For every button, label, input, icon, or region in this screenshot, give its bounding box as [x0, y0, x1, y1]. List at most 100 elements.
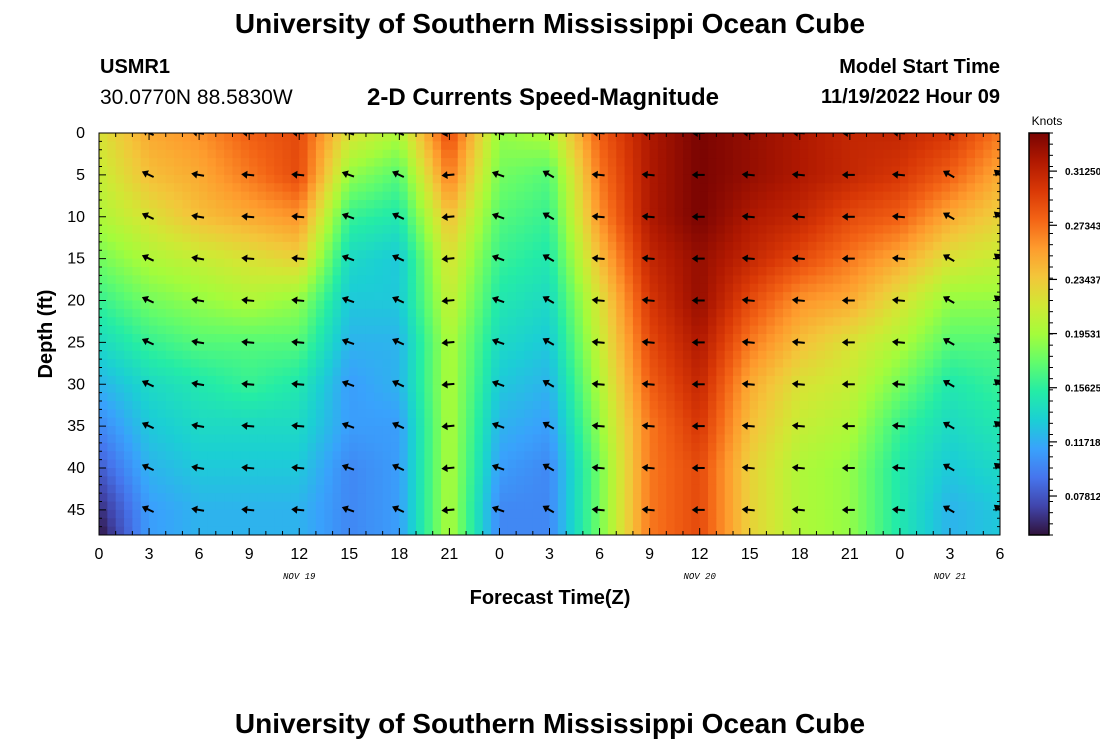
heatmap-cell: [174, 133, 184, 142]
heatmap-cell: [416, 275, 425, 285]
heatmap-cell: [824, 300, 834, 310]
heatmap-cell: [182, 359, 192, 369]
heatmap-cell: [699, 350, 709, 360]
heatmap-cell: [507, 325, 517, 335]
heatmap-cell: [591, 191, 601, 201]
heatmap-cell: [624, 258, 634, 268]
heatmap-cell: [374, 459, 384, 469]
heatmap-cell: [649, 409, 659, 419]
heatmap-cell: [232, 258, 242, 268]
heatmap-cell: [424, 334, 434, 343]
heatmap-cell: [207, 417, 217, 427]
heatmap-cell: [766, 468, 776, 477]
heatmap-cell: [274, 509, 284, 519]
heatmap-cell: [774, 191, 784, 201]
heatmap-cell: [799, 133, 809, 142]
heatmap-cell: [649, 133, 659, 142]
heatmap-cell: [466, 442, 476, 452]
heatmap-cell: [974, 141, 984, 151]
heatmap-cell: [390, 166, 400, 176]
heatmap-cell: [874, 350, 884, 360]
heatmap-cell: [791, 334, 801, 343]
heatmap-cell: [232, 442, 242, 452]
heatmap-cell: [449, 166, 459, 176]
heatmap-cell: [991, 325, 1000, 335]
heatmap-cell: [924, 300, 934, 310]
heatmap-cell: [315, 417, 325, 427]
heatmap-cell: [599, 149, 609, 159]
heatmap-cell: [482, 141, 492, 151]
heatmap-cell: [524, 392, 534, 402]
heatmap-cell: [582, 501, 592, 511]
heatmap-cell: [307, 509, 317, 519]
heatmap-cell: [140, 509, 150, 519]
heatmap-cell: [491, 334, 501, 343]
heatmap-cell: [107, 200, 117, 209]
heatmap-cell: [716, 375, 726, 385]
heatmap-cell: [349, 484, 359, 494]
heatmap-cell: [107, 250, 117, 260]
heatmap-cell: [390, 174, 400, 184]
heatmap-cell: [399, 384, 409, 394]
heatmap-cell: [491, 174, 501, 184]
heatmap-cell: [174, 200, 184, 209]
heatmap-cell: [691, 434, 701, 444]
heatmap-cell: [724, 258, 734, 268]
heatmap-cell: [674, 342, 684, 352]
heatmap-cell: [866, 283, 876, 293]
heatmap-cell: [649, 434, 659, 444]
heatmap-cell: [616, 468, 626, 477]
heatmap-cell: [607, 342, 617, 352]
heatmap-cell: [215, 308, 225, 318]
heatmap-cell: [349, 275, 359, 285]
heatmap-cell: [274, 183, 284, 193]
heatmap-cell: [407, 325, 417, 335]
heatmap-cell: [532, 359, 542, 369]
heatmap-cell: [616, 417, 626, 427]
heatmap-cell: [307, 350, 317, 360]
heatmap-cell: [874, 375, 884, 385]
heatmap-cell: [674, 468, 684, 477]
heatmap-cell: [399, 375, 409, 385]
heatmap-cell: [207, 233, 217, 243]
heatmap-cell: [282, 233, 292, 243]
heatmap-cell: [165, 191, 175, 201]
heatmap-cell: [174, 342, 184, 352]
heatmap-cell: [699, 409, 709, 419]
heatmap-cell: [641, 493, 651, 503]
heatmap-cell: [874, 509, 884, 519]
heatmap-cell: [274, 493, 284, 503]
heatmap-cell: [257, 468, 267, 477]
heatmap-cell: [541, 493, 551, 503]
heatmap-cell: [883, 501, 893, 511]
heatmap-cell: [165, 518, 175, 528]
heatmap-cell: [357, 325, 367, 335]
heatmap-cell: [491, 308, 501, 318]
heatmap-cell: [491, 267, 501, 276]
heatmap-cell: [407, 401, 417, 410]
heatmap-cell: [466, 166, 476, 176]
heatmap-cell: [574, 183, 584, 193]
heatmap-cell: [891, 493, 901, 503]
heatmap-cell: [474, 459, 484, 469]
heatmap-cell: [883, 325, 893, 335]
heatmap-cell: [949, 434, 959, 444]
heatmap-cell: [924, 191, 934, 201]
heatmap-cell: [190, 375, 200, 385]
heatmap-cell: [466, 401, 476, 410]
heatmap-cell: [983, 275, 993, 285]
heatmap-cell: [716, 509, 726, 519]
heatmap-cell: [315, 216, 325, 226]
heatmap-cell: [924, 149, 934, 159]
heatmap-cell: [449, 476, 459, 486]
heatmap-cell: [766, 334, 776, 343]
heatmap-cell: [140, 317, 150, 327]
heatmap-cell: [974, 367, 984, 377]
heatmap-cell: [491, 468, 501, 477]
heatmap-cell: [207, 334, 217, 343]
heatmap-cell: [507, 342, 517, 352]
heatmap-cell: [382, 283, 392, 293]
heatmap-cell: [174, 509, 184, 519]
heatmap-cell: [974, 133, 984, 142]
heatmap-cell: [290, 216, 300, 226]
